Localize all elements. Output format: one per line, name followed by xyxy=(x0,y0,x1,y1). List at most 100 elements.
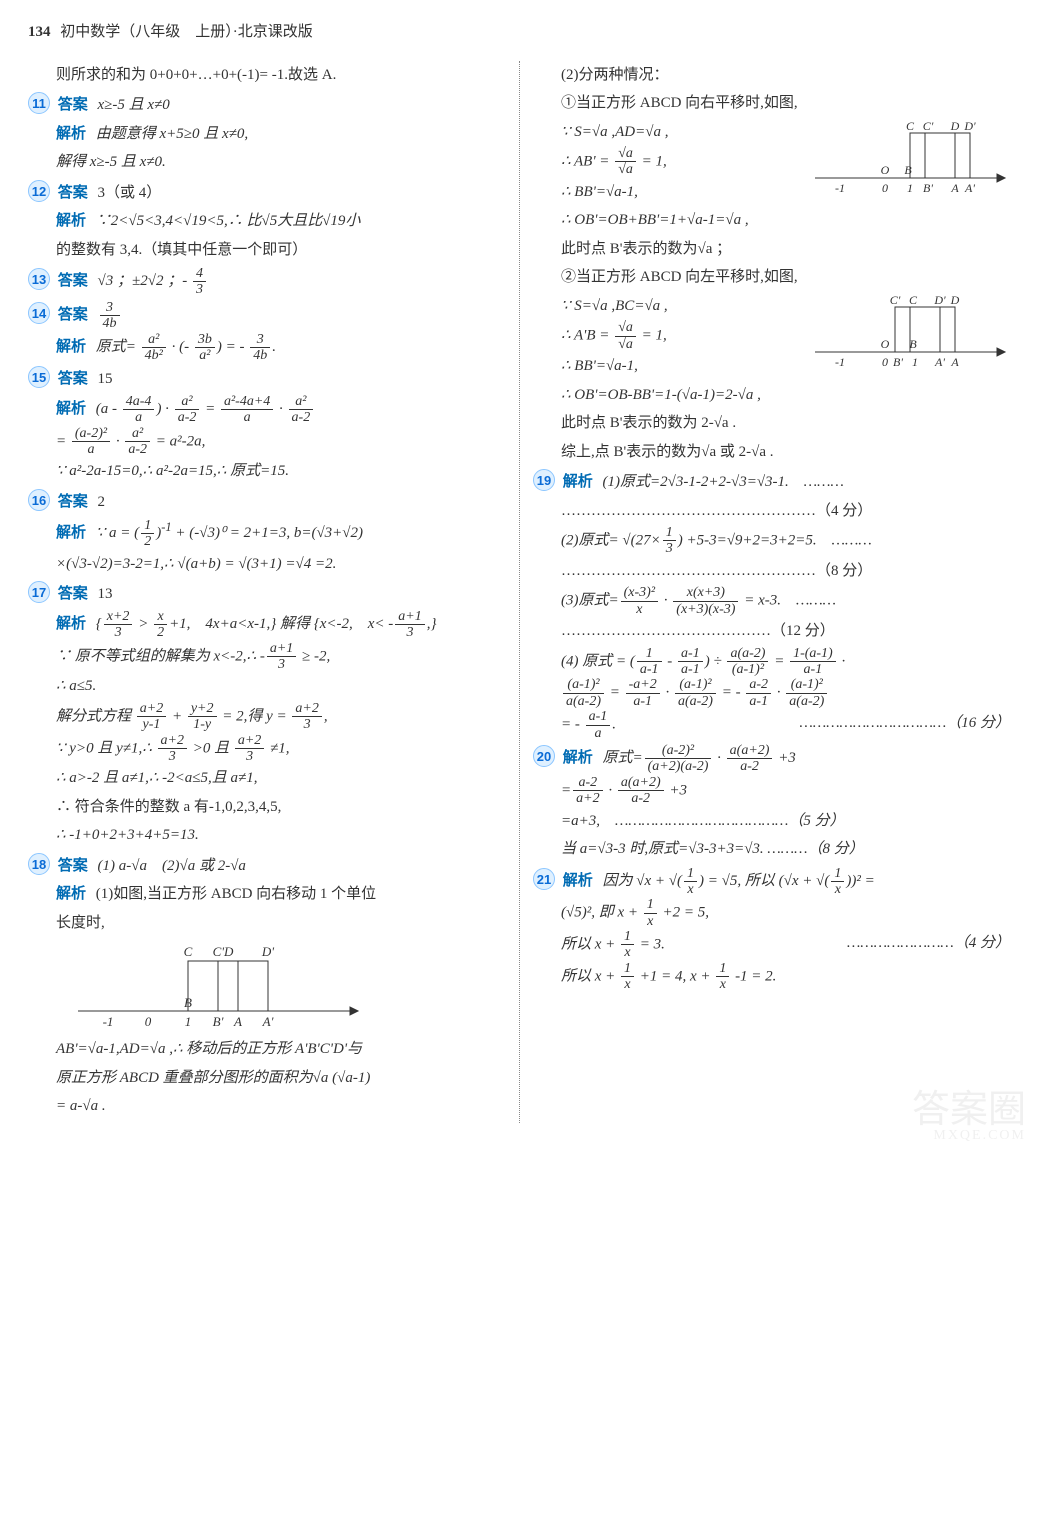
answer-label: 答案 xyxy=(58,858,88,874)
q18-exp4: 原正方形 ABCD 重叠部分图形的面积为√a (√a-1) xyxy=(28,1064,505,1093)
explain-label: 解析 xyxy=(563,873,593,889)
answer-label: 答案 xyxy=(58,371,88,387)
page-number: 134 xyxy=(28,24,51,40)
explain-label: 解析 xyxy=(563,750,593,766)
svg-text:1: 1 xyxy=(912,355,918,369)
q19-s3: ……………………………………（12 分） xyxy=(533,617,1010,646)
q20-num: 20 xyxy=(533,745,555,767)
q13-answer: √3 ；±2√2 ；- 43 xyxy=(98,273,208,289)
answer-label: 答案 xyxy=(58,273,88,289)
q19-p2: (2)原式= √(27×13) +5-3=√9+2=3+2=5. ……… xyxy=(533,525,1010,557)
svg-text:O: O xyxy=(881,163,890,177)
q19-p1: (1)原式=2√3-1-2+2-√3=√3-1. ……… xyxy=(603,474,844,490)
svg-text:-1: -1 xyxy=(835,355,845,369)
q18-diagram: CC'DD' B -101 B'AA' xyxy=(68,941,368,1031)
svg-text:B': B' xyxy=(893,355,903,369)
q16-answer: 2 xyxy=(98,494,106,510)
q20-l2: =a-2a+2 · a(a+2)a-2 +3 xyxy=(533,775,1010,807)
svg-text:A': A' xyxy=(934,355,945,369)
q11: 11 答案 x≥-5 且 x≠0 解析 由题意得 x+5≥0 且 x≠0, 解得… xyxy=(28,91,505,177)
q17-num: 17 xyxy=(28,581,50,603)
q16-exp1: ∵ a = (12)-1 + (-√3)⁰ = 2+1=3, b=(√3+√2) xyxy=(96,525,363,541)
svg-text:1: 1 xyxy=(185,1014,192,1029)
q15-exp1: (a - 4a-4a) · a²a-2 = a²-4a+4a · a²a-2 xyxy=(96,401,315,417)
q21-l1: 因为 √x + √(1x) = √5, 所以 (√x + √(1x))² = xyxy=(603,873,875,889)
q17-system: {x+23 > x2+1, 4x+a<x-1,} 解得 {x<-2, x< -a… xyxy=(96,616,437,632)
svg-text:B: B xyxy=(184,995,192,1010)
q11-exp2: 解得 x≥-5 且 x≠0. xyxy=(28,148,505,177)
q11-num: 11 xyxy=(28,92,50,114)
q17-answer: 13 xyxy=(98,586,113,602)
q20-l4: 当 a=√3-3 时,原式=√3-3+3=√3. ………（8 分） xyxy=(533,835,1010,864)
page-title: 初中数学（八年级 上册）·北京课改版 xyxy=(60,24,313,40)
q20-l1: 原式=(a-2)²(a+2)(a-2) · a(a+2)a-2 +3 xyxy=(603,750,796,766)
q20: 20 解析 原式=(a-2)²(a+2)(a-2) · a(a+2)a-2 +3… xyxy=(533,743,1010,864)
q16-exp2: ×(√3-√2)=3-2=1,∴ √(a+b) = √(3+1) =√4 =2. xyxy=(28,550,505,579)
svg-text:B: B xyxy=(909,337,917,351)
answer-label: 答案 xyxy=(58,185,88,201)
q15-num: 15 xyxy=(28,366,50,388)
svg-text:C: C xyxy=(909,293,918,307)
q15-exp3: ∵ a²-2a-15=0,∴ a²-2a=15,∴ 原式=15. xyxy=(28,457,505,486)
answer-label: 答案 xyxy=(58,307,88,323)
q18b-l1: (2)分两种情况： xyxy=(533,61,1010,90)
q19-s2: ……………………………………………（8 分） xyxy=(533,557,1010,586)
q15-exp2: = (a-2)²a · a²a-2 = a²-2a, xyxy=(28,426,505,458)
q16: 16 答案 2 解析 ∵ a = (12)-1 + (-√3)⁰ = 2+1=3… xyxy=(28,488,505,578)
svg-text:0: 0 xyxy=(882,181,888,195)
pre-text: 则所求的和为 0+0+0+…+0+(-1)= -1.故选 A. xyxy=(28,61,505,90)
svg-text:B': B' xyxy=(213,1014,224,1029)
svg-text:A: A xyxy=(950,355,959,369)
q18b-diagram-left: C'CD'D OB -10B' 1A'A xyxy=(810,292,1010,377)
q14-exp: 原式= a²4b² · (- 3ba²) = - 34b. xyxy=(96,339,276,355)
svg-text:-1: -1 xyxy=(835,181,845,195)
svg-text:C'D: C'D xyxy=(213,944,234,959)
q12-exp2: 的整数有 3,4.（填其中任意一个即可） xyxy=(28,236,505,265)
svg-text:B': B' xyxy=(923,181,933,195)
svg-text:D': D' xyxy=(261,944,274,959)
page-header: 134 初中数学（八年级 上册）·北京课改版 xyxy=(28,18,1010,47)
q12: 12 答案 3（或 4） 解析 ∵2<√5<3,4<√19<5,∴ 比√5大且比… xyxy=(28,179,505,265)
q19-p3: (3)原式=(x-3)²x · x(x+3)(x+3)(x-3) = x-3. … xyxy=(533,585,1010,617)
q17-a5: ∴ a≤5. xyxy=(28,672,505,701)
svg-text:A: A xyxy=(950,181,959,195)
q14-answer: 34b xyxy=(98,307,122,323)
q12-exp1: ∵2<√5<3,4<√19<5,∴ 比√5大且比√19小 xyxy=(96,213,361,229)
svg-text:D': D' xyxy=(933,293,946,307)
q18b-l14: 综上,点 B'表示的数为√a 或 2-√a . xyxy=(533,438,1010,467)
q14: 14 答案 34b 解析 原式= a²4b² · (- 3ba²) = - 34… xyxy=(28,300,505,364)
q18-exp1: (1)如图,当正方形 ABCD 向右移动 1 个单位 xyxy=(96,886,376,902)
svg-text:C: C xyxy=(184,944,193,959)
q13-num: 13 xyxy=(28,268,50,290)
q21-l3: 所以 x + 1x = 3. ……………………（4 分） xyxy=(533,929,1010,961)
q21-s1: ……………………（4 分） xyxy=(847,929,1010,958)
q18-answer: (1) a-√a (2)√a 或 2-√a xyxy=(98,858,246,874)
svg-text:A: A xyxy=(233,1014,242,1029)
q17-a: ∴ a>-2 且 a≠1,∴ -2<a≤5,且 a≠1, xyxy=(28,764,505,793)
q21-l2: (√5)², 即 x + 1x +2 = 5, xyxy=(533,897,1010,929)
svg-text:B: B xyxy=(904,163,912,177)
explain-label: 解析 xyxy=(56,401,86,417)
q15-answer: 15 xyxy=(98,371,113,387)
svg-text:D': D' xyxy=(963,119,976,133)
svg-text:C': C' xyxy=(890,293,901,307)
svg-text:C: C xyxy=(906,119,915,133)
q19-p4c: = - a-1a. ……………………………（16 分） xyxy=(533,709,1010,741)
q20-l3: =a+3, …………………………………（5 分） xyxy=(533,807,1010,836)
explain-label: 解析 xyxy=(56,126,86,142)
q17-ycond: ∵ y>0 且 y≠1,∴ a+23 >0 且 a+23 ≠1, xyxy=(28,733,505,765)
q19-p4b: (a-1)²a(a-2) = -a+2a-1 · (a-1)²a(a-2) = … xyxy=(533,677,1010,709)
explain-label: 解析 xyxy=(56,616,86,632)
q19-num: 19 xyxy=(533,469,555,491)
q21-num: 21 xyxy=(533,868,555,890)
q18b-diagram-right: CC'DD' OB -101 B'AA' xyxy=(810,118,1010,203)
explain-label: 解析 xyxy=(56,886,86,902)
q17-frac-eq: 解分式方程 a+2y-1 + y+21-y = 2,得 y = a+23, xyxy=(28,701,505,733)
q18b-l6: ∴ OB'=OB+BB'=1+√a-1=√a , xyxy=(533,206,1010,235)
q18-part2: (2)分两种情况： ①当正方形 ABCD 向右平移时,如图, CC'DD' OB… xyxy=(533,61,1010,467)
q18b-l12: ∴ OB'=OB-BB'=1-(√a-1)=2-√a , xyxy=(533,381,1010,410)
svg-text:A': A' xyxy=(262,1014,274,1029)
q21: 21 解析 因为 √x + √(1x) = √5, 所以 (√x + √(1x)… xyxy=(533,866,1010,993)
q18-exp3: AB'=√a-1,AD=√a ,∴ 移动后的正方形 A'B'C'D'与 xyxy=(28,1035,505,1064)
q17-line1: ∵ 原不等式组的解集为 x<-2,∴ -a+13 ≥ -2, xyxy=(28,641,505,673)
